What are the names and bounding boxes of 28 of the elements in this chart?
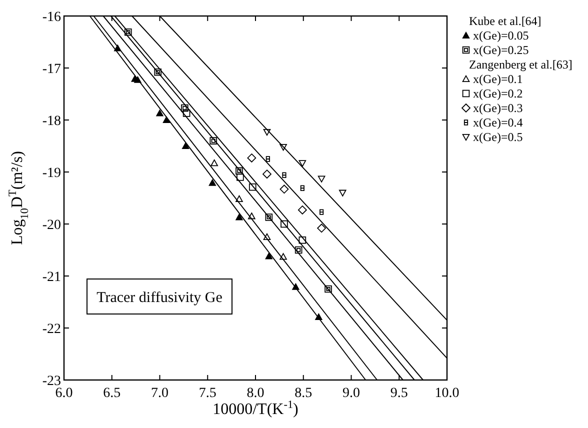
legend-label: x(Ge)=0.05 [473, 28, 529, 42]
x-tick-label: 6.5 [103, 386, 121, 401]
legend-label: x(Ge)=0.1 [473, 72, 523, 86]
legend-label: x(Ge)=0.5 [473, 130, 523, 144]
text: Kube et al.[64] [469, 14, 542, 28]
x-axis-title: 10000/T(K$^{-1}$) [212, 399, 298, 418]
y-tick-label: -17 [42, 62, 61, 77]
x-tick-label: 8.0 [246, 386, 264, 401]
text: Zangenberg et al.[63] [469, 58, 572, 72]
legend-label: x(Ge)=0.4 [473, 116, 523, 130]
y-tick-label: -21 [42, 270, 61, 285]
x-tick-label: 10.0 [434, 386, 460, 401]
x-tick-label: 8.5 [294, 386, 312, 401]
x-tick-label: 9.5 [390, 386, 408, 401]
legend-label: x(Ge)=0.25 [473, 43, 529, 57]
legend-label: x(Ge)=0.3 [473, 101, 523, 115]
y-tick-label: -16 [42, 10, 61, 25]
x-tick-label: 7.5 [198, 386, 216, 401]
x-tick-label: 7.0 [151, 386, 168, 401]
y-tick-label: -19 [42, 166, 61, 181]
y-tick-label: -20 [42, 218, 61, 233]
x-tick-label: 6.0 [55, 386, 73, 401]
y-tick-label: -22 [42, 322, 61, 337]
y-tick-label: -18 [42, 114, 61, 129]
annotation: Tracer diffusivity Ge [96, 290, 223, 306]
legend-label: x(Ge)=0.2 [473, 86, 523, 100]
y-tick-label: -23 [42, 374, 61, 389]
x-tick-label: 9.0 [342, 386, 360, 401]
